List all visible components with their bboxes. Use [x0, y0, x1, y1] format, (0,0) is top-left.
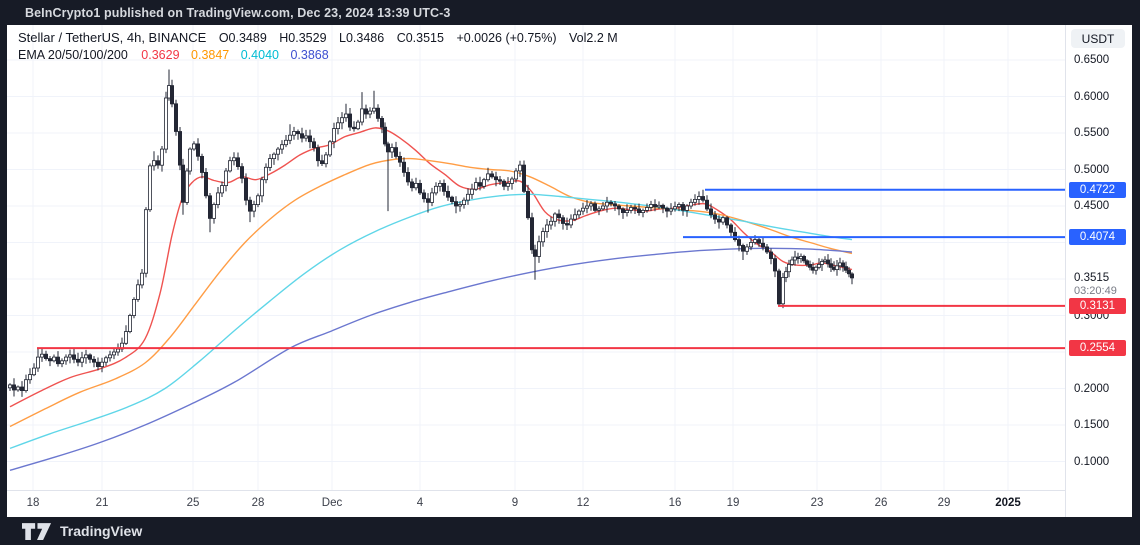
time-tick-label: 2025 [995, 497, 1021, 509]
time-tick-label: 4 [416, 497, 424, 509]
level-price-badge: 0.4722 [1069, 181, 1126, 198]
time-tick-label: 28 [251, 497, 265, 509]
price-tick-label: 0.6000 [1074, 90, 1110, 103]
price-tick-label: 0.4500 [1074, 200, 1110, 212]
time-tick-label: 16 [668, 497, 682, 509]
ohlc-close: C0.3515 [396, 31, 444, 45]
publish-bar: BeInCrypto1 published on TradingView.com… [0, 0, 1140, 25]
ema200-value: 0.3868 [290, 48, 329, 62]
price-tick-label: 0.5000 [1074, 163, 1110, 176]
footer-bar: TradingView [0, 517, 1140, 545]
time-tick-label: 19 [726, 497, 740, 509]
time-tick-label: 12 [576, 497, 590, 509]
time-tick-label: 21 [95, 497, 109, 509]
time-tick-label: Dec [321, 497, 343, 509]
ema50-line [9, 157, 853, 428]
ohlc-open: O0.3489 [218, 31, 267, 45]
time-tick-label: 23 [810, 497, 824, 509]
time-tick-label: 9 [511, 497, 519, 509]
time-tick-label: 18 [26, 497, 40, 509]
tradingview-logo-icon[interactable] [22, 522, 52, 540]
price-axis[interactable]: USDT 0.6500 0.6000 0.5500 0.5000 0.4500 0.300… [1065, 25, 1132, 517]
price-change: +0.0026 (+0.75%) [456, 31, 557, 45]
symbol-legend: Stellar / TetherUS, 4h, BINANCE O0.3489 … [18, 29, 618, 64]
time-tick-label: 29 [937, 497, 951, 509]
ema100-line [9, 193, 853, 450]
ema50-value: 0.3847 [191, 48, 230, 62]
price-tick-label: 0.1500 [1074, 419, 1110, 431]
ohlc-low: L0.3486 [339, 31, 385, 45]
price-tick-label: 0.5500 [1074, 127, 1110, 139]
level-price-badge: 0.2554 [1069, 340, 1126, 357]
current-price-label: 0.3515 [1074, 271, 1110, 284]
publish-link[interactable]: BeInCrypto1 published on TradingView.com… [25, 5, 451, 20]
tradingview-brand-text[interactable]: TradingView [60, 523, 143, 539]
ema200-line [9, 247, 853, 471]
chart-panel: Stellar / TetherUS, 4h, BINANCE O0.3489 … [7, 25, 1132, 517]
chart-canvas[interactable] [7, 25, 1065, 490]
symbol-title[interactable]: Stellar / TetherUS, 4h, BINANCE [18, 30, 207, 45]
time-axis[interactable]: 18 21 25 28 Dec 4 9 12 16 19 23 26 29 2025 [7, 490, 1065, 517]
ema-indicator-label[interactable]: EMA 20/50/100/200 [18, 48, 128, 62]
bar-countdown-label: 03:20:49 [1074, 284, 1117, 297]
time-tick-label: 26 [874, 497, 888, 509]
volume-value: Vol2.2 M [569, 31, 618, 45]
ohlc-high: H0.3529 [279, 31, 327, 45]
level-price-badge: 0.3131 [1069, 297, 1126, 314]
price-tick-label: 0.2000 [1074, 382, 1110, 395]
ema20-value: 0.3629 [141, 48, 180, 62]
currency-button[interactable]: USDT [1071, 29, 1125, 48]
level-price-badge: 0.4074 [1069, 229, 1126, 246]
price-tick-label: 0.1000 [1074, 455, 1110, 468]
ema100-value: 0.4040 [240, 48, 279, 62]
price-tick-label: 0.6500 [1074, 54, 1110, 66]
time-tick-label: 25 [186, 497, 200, 509]
